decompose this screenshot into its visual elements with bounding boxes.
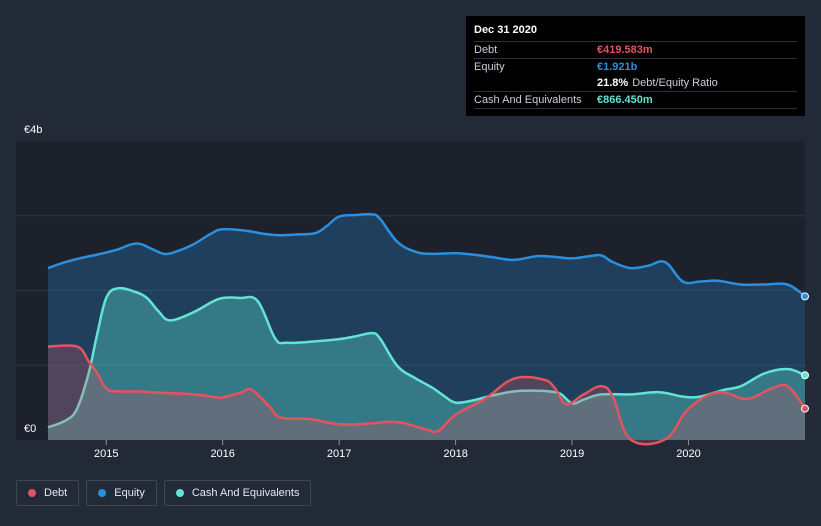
x-tick-label: 2017: [327, 448, 351, 460]
tooltip-debt-value: €419.583m: [597, 44, 653, 56]
equity-endpoint: [801, 292, 809, 301]
cash-dot-icon: [175, 489, 184, 497]
x-axis: 2015 2016 2017 2018 2019 2020: [94, 440, 701, 460]
tooltip-equity-value: €1.921b: [597, 61, 638, 73]
equity-dot-icon: [98, 489, 107, 497]
tooltip-equity-label: Equity: [474, 61, 505, 73]
tooltip-cash-label: Cash And Equivalents: [474, 94, 582, 106]
tooltip-ratio-label: Debt/Equity Ratio: [632, 77, 718, 89]
x-tick-label: 2015: [94, 448, 118, 460]
debt-area: [48, 345, 805, 445]
debt-dot-icon: [28, 489, 36, 497]
legend-item-cash[interactable]: Cash And Equivalents: [163, 480, 312, 506]
equity-line: [47, 212, 806, 298]
x-tick-label: 2018: [443, 448, 467, 460]
cash-endpoint: [801, 371, 809, 380]
cash-line: [47, 286, 806, 429]
debt-line: [47, 344, 807, 446]
tooltip-debt-label: Debt: [474, 44, 498, 56]
debt-endpoint: [801, 404, 809, 413]
tooltip-row-ratio: 21.8% Debt/Equity Ratio: [474, 75, 797, 91]
tooltip-cash-value: €866.450m: [597, 94, 653, 106]
equity-area: [48, 214, 805, 440]
legend-item-debt[interactable]: Debt: [16, 480, 80, 506]
x-tick-label: 2020: [676, 448, 700, 460]
legend: Debt Equity Cash And Equivalents: [16, 480, 312, 506]
legend-equity-label: Equity: [114, 487, 145, 499]
x-tick-label: 2019: [560, 448, 584, 460]
tooltip-row-cash: Cash And Equivalents €866.450m: [474, 91, 797, 109]
tooltip-date: Dec 31 2020: [474, 24, 537, 36]
tooltip: Dec 31 2020 Debt €419.583m Equity €1.921…: [466, 16, 805, 116]
y-axis-top-label: €4b: [24, 124, 42, 136]
legend-cash-label: Cash And Equivalents: [191, 487, 300, 499]
legend-item-equity[interactable]: Equity: [86, 480, 157, 506]
x-tick-label: 2016: [210, 448, 234, 460]
tooltip-row-debt: Debt €419.583m: [474, 41, 797, 58]
tooltip-ratio-value: 21.8%: [597, 77, 629, 89]
tooltip-row-equity: Equity €1.921b: [474, 58, 797, 75]
plot-area: [16, 141, 809, 446]
y-axis-bottom-label: €0: [24, 423, 36, 435]
legend-debt-label: Debt: [44, 487, 68, 499]
